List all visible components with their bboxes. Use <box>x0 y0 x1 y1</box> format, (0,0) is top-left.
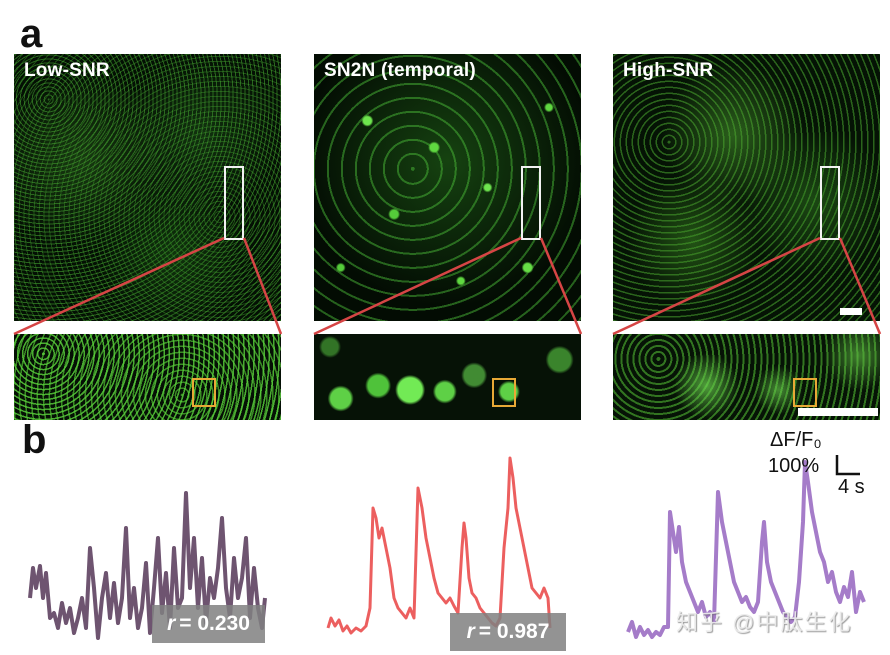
correlation-badge-low-snr: r = 0.230 <box>152 605 265 643</box>
scale-bar-x-value: 4 s <box>838 476 865 498</box>
inset-low-snr <box>14 334 281 420</box>
r-symbol: r <box>167 612 176 635</box>
scale-bar-y-label: ΔF/F₀ <box>770 429 822 451</box>
micrograph-sn2n: SN2N (temporal) <box>314 54 581 321</box>
r-value: = 0.230 <box>179 612 250 635</box>
inset-sn2n <box>314 334 581 420</box>
inset-texture <box>613 334 880 420</box>
inset-scale-bar <box>798 408 878 416</box>
watermark: 知乎 @中肽生化 <box>676 610 853 635</box>
correlation-badge-sn2n: r = 0.987 <box>450 613 566 651</box>
inset-texture <box>14 334 281 420</box>
trace-low-snr <box>28 491 267 640</box>
panel-b-letter: b <box>22 418 47 462</box>
trace-sn2n <box>326 456 552 635</box>
micrograph-label: High-SNR <box>623 60 714 81</box>
inset-high-snr <box>613 334 880 420</box>
roi-rectangle <box>820 166 840 240</box>
r-value: = 0.987 <box>478 620 550 643</box>
micrograph-low-snr: Low-SNR <box>14 54 281 321</box>
cell-roi <box>192 378 216 407</box>
inset-texture <box>314 334 581 420</box>
cell-roi <box>793 378 817 407</box>
noisy-texture <box>14 54 281 321</box>
micrograph-label: Low-SNR <box>24 60 110 81</box>
cell-roi <box>492 378 516 407</box>
micrograph-label: SN2N (temporal) <box>324 60 476 81</box>
panel-a-letter: a <box>20 12 43 56</box>
scale-bar-y-value: 100% <box>768 455 820 477</box>
scale-bar <box>840 308 862 315</box>
trace-high-snr <box>626 460 866 639</box>
micrograph-high-snr: High-SNR <box>613 54 880 321</box>
r-symbol: r <box>466 620 475 643</box>
roi-rectangle <box>521 166 541 240</box>
roi-rectangle <box>224 166 244 240</box>
